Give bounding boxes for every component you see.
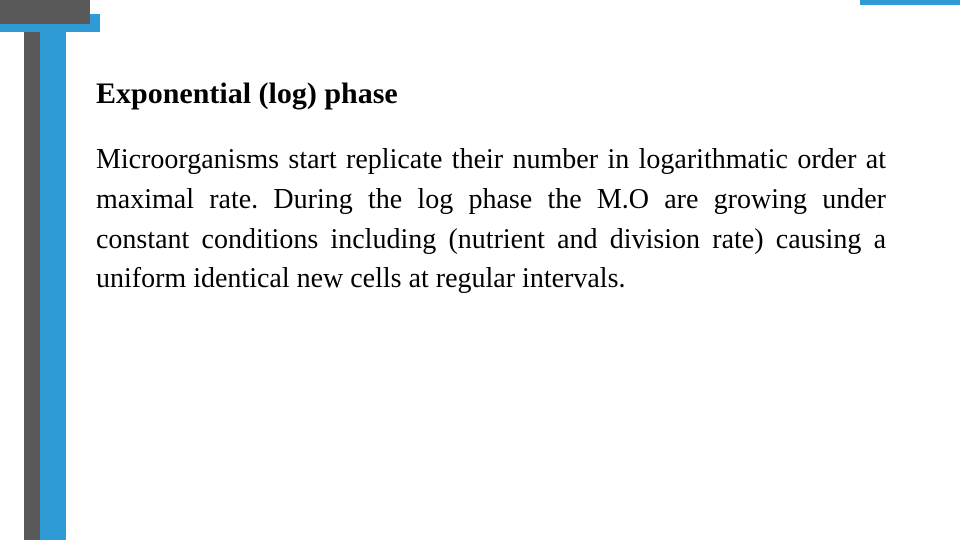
accent-top-gray: [0, 0, 90, 24]
accent-vertical-blue: [40, 0, 66, 540]
content-region: Exponential (log) phase Microorganisms s…: [96, 76, 886, 299]
slide-body-text: Microorganisms start replicate their num…: [96, 140, 886, 299]
slide: Exponential (log) phase Microorganisms s…: [0, 0, 960, 540]
slide-heading: Exponential (log) phase: [96, 76, 886, 112]
accent-top-right: [860, 0, 960, 5]
